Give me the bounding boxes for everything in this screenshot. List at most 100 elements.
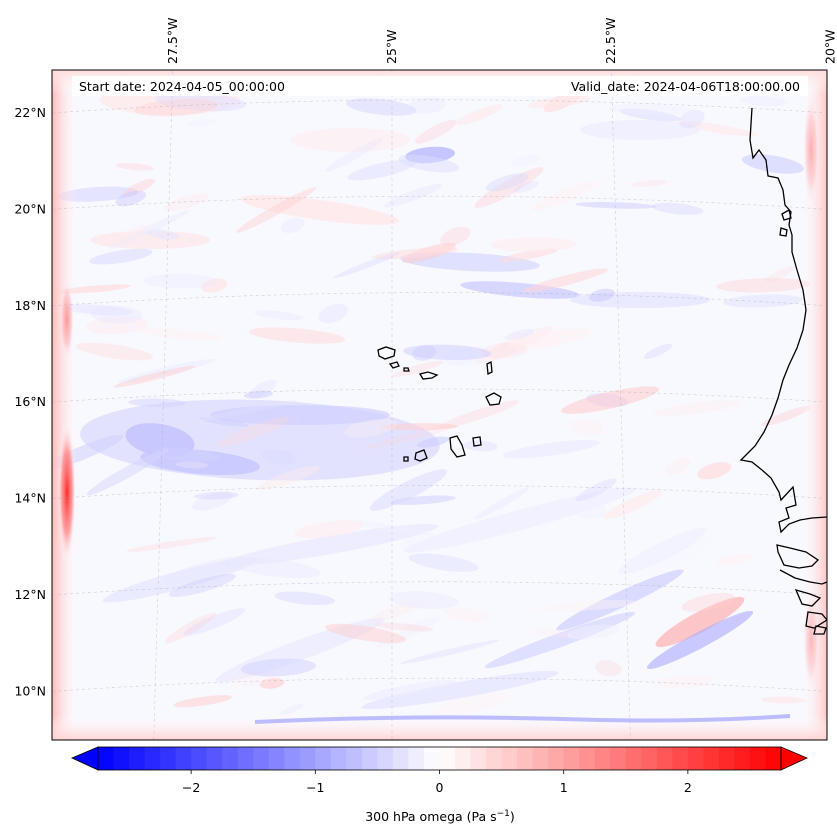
omega-anomaly <box>498 248 558 262</box>
colorbar-level <box>330 747 347 770</box>
coast-segment-guinea <box>805 611 827 629</box>
omega-anomaly <box>191 491 233 511</box>
colorbar-level <box>98 747 114 770</box>
omega-anomaly <box>126 536 218 552</box>
omega-anomaly <box>504 328 535 340</box>
colorbar-level <box>548 747 565 770</box>
colorbar-level <box>237 747 254 770</box>
colorbar-level <box>656 747 673 770</box>
omega-anomaly <box>75 342 154 361</box>
omega-anomaly <box>173 695 233 708</box>
omega-anomaly <box>643 343 673 359</box>
island-sao-vicente <box>388 361 400 369</box>
longitude-tick-label: 27.5°W <box>165 18 180 64</box>
colorbar-tick-label: 1 <box>560 780 568 795</box>
latitude-tick-label: 16°N <box>14 394 46 409</box>
omega-anomaly <box>361 425 456 450</box>
map-frame <box>51 69 828 741</box>
omega-anomaly <box>739 96 789 107</box>
colorbar-level <box>610 747 627 770</box>
latitude-tick-label: 14°N <box>14 491 46 506</box>
omega-anomaly <box>113 365 196 388</box>
omega-anomaly <box>118 358 216 384</box>
coastlines <box>739 107 827 635</box>
omega-anomaly <box>665 458 691 475</box>
omega-anomaly <box>575 202 657 209</box>
omega-anomaly <box>146 229 180 240</box>
omega-anomaly <box>376 616 441 648</box>
colorbar-level <box>594 747 611 770</box>
omega-anomaly <box>371 247 458 260</box>
omega-anomaly <box>652 202 704 215</box>
meridian-line <box>153 70 174 740</box>
colorbar-level <box>439 747 456 770</box>
omega-anomaly <box>154 92 246 112</box>
omega-anomaly <box>537 600 639 612</box>
africa-coastline <box>739 107 827 534</box>
omega-anomaly <box>391 360 444 378</box>
colorbar-tick-label: −1 <box>306 780 324 795</box>
colorbar-ticks: −2 −1 0 1 2 <box>182 770 692 795</box>
omega-anomaly <box>532 628 574 639</box>
colorbar-level <box>501 747 518 770</box>
omega-anomaly <box>140 448 260 476</box>
omega-anomaly <box>325 138 383 172</box>
omega-anomaly <box>290 128 410 152</box>
colorbar: −2 −1 0 1 2 300 hPa omega (Pa s−1) <box>71 746 808 824</box>
colorbar-level <box>253 747 270 770</box>
meridian-line <box>611 70 631 740</box>
omega-anomaly <box>122 178 156 197</box>
parallel-line <box>52 292 823 307</box>
colorbar-level <box>160 747 177 770</box>
omega-anomaly <box>210 405 390 425</box>
omega-anomaly <box>115 163 155 171</box>
colorbar-label-close: ) <box>510 809 515 824</box>
coast-small-island-1 <box>779 227 788 237</box>
coast-small-island-2 <box>781 209 792 221</box>
parallel-line <box>52 388 823 403</box>
coast-segment-lower <box>813 625 827 635</box>
latitude-tick-label: 18°N <box>14 298 46 313</box>
colorbar-extend-high <box>780 746 808 771</box>
omega-anomaly <box>399 532 446 553</box>
omega-anomaly <box>346 520 431 535</box>
colorbar-level <box>392 747 409 770</box>
omega-anomaly <box>741 154 805 174</box>
coast-segment-bijagos <box>794 588 822 607</box>
omega-anomaly <box>125 423 195 457</box>
latitude-tick-label: 12°N <box>14 587 46 602</box>
colorbar-level <box>268 747 285 770</box>
colorbar-level <box>299 747 316 770</box>
omega-anomaly <box>164 193 210 211</box>
omega-anomaly <box>221 523 439 567</box>
colorbar-level <box>532 747 549 770</box>
omega-anomaly <box>62 304 133 316</box>
island-sal <box>486 360 493 376</box>
omega-anomaly <box>194 491 239 500</box>
omega-anomaly <box>460 281 580 299</box>
colorbar-levels <box>98 747 782 770</box>
gridlines <box>52 70 823 740</box>
omega-anomaly <box>249 327 346 344</box>
omega-anomaly <box>243 390 274 399</box>
omega-anomaly <box>186 118 217 127</box>
colorbar-level <box>486 747 502 770</box>
africa-coast-south <box>776 544 820 569</box>
omega-anomaly <box>254 310 304 321</box>
omega-anomaly <box>134 327 222 341</box>
omega-anomaly <box>216 416 290 447</box>
omega-anomaly <box>527 95 590 109</box>
colorbar-level <box>455 747 471 770</box>
header-banner <box>72 76 808 96</box>
omega-anomaly <box>681 592 735 612</box>
omega-anomaly <box>115 224 148 246</box>
omega-anomaly <box>344 418 398 438</box>
omega-anomaly <box>653 400 741 416</box>
island-brava <box>403 456 409 462</box>
colorbar-label-exponent: −1 <box>497 809 510 819</box>
colorbar-label: 300 hPa omega (Pa s−1) <box>365 809 515 824</box>
omega-anomaly <box>389 591 459 610</box>
colorbar-level <box>718 747 735 770</box>
omega-anomaly <box>143 273 219 289</box>
colorbar-level <box>423 747 440 770</box>
